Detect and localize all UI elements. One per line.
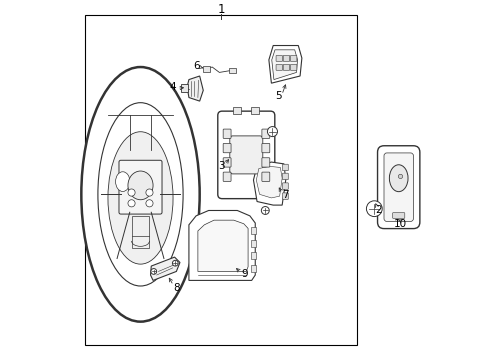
Bar bbox=[131, 216, 149, 248]
Text: 3: 3 bbox=[218, 161, 224, 171]
Circle shape bbox=[398, 174, 402, 179]
FancyBboxPatch shape bbox=[223, 129, 230, 138]
FancyBboxPatch shape bbox=[262, 143, 269, 153]
Text: 1: 1 bbox=[217, 3, 224, 16]
Text: 10: 10 bbox=[393, 219, 406, 229]
Text: 2: 2 bbox=[375, 206, 382, 216]
FancyBboxPatch shape bbox=[217, 111, 274, 199]
FancyBboxPatch shape bbox=[223, 172, 230, 181]
FancyBboxPatch shape bbox=[229, 136, 262, 174]
Text: 5: 5 bbox=[275, 91, 281, 101]
FancyBboxPatch shape bbox=[282, 164, 287, 171]
Circle shape bbox=[366, 201, 382, 217]
FancyBboxPatch shape bbox=[233, 107, 241, 114]
Polygon shape bbox=[198, 220, 247, 271]
Circle shape bbox=[261, 207, 269, 215]
Polygon shape bbox=[253, 162, 285, 205]
Polygon shape bbox=[268, 45, 301, 83]
Text: 7: 7 bbox=[282, 190, 288, 200]
Ellipse shape bbox=[115, 172, 130, 192]
Text: 6: 6 bbox=[192, 61, 199, 71]
FancyBboxPatch shape bbox=[276, 55, 282, 61]
Text: 9: 9 bbox=[241, 269, 247, 279]
Circle shape bbox=[128, 189, 135, 196]
Polygon shape bbox=[187, 76, 203, 101]
Ellipse shape bbox=[388, 165, 407, 192]
FancyBboxPatch shape bbox=[250, 265, 256, 272]
Circle shape bbox=[128, 200, 135, 207]
Text: 4: 4 bbox=[169, 82, 176, 93]
Circle shape bbox=[267, 127, 277, 136]
FancyBboxPatch shape bbox=[262, 158, 269, 167]
FancyBboxPatch shape bbox=[262, 129, 269, 138]
FancyBboxPatch shape bbox=[250, 239, 256, 247]
FancyBboxPatch shape bbox=[251, 107, 259, 114]
Polygon shape bbox=[188, 211, 255, 280]
Ellipse shape bbox=[128, 171, 153, 200]
FancyBboxPatch shape bbox=[276, 64, 282, 70]
FancyBboxPatch shape bbox=[262, 172, 269, 181]
Text: 8: 8 bbox=[173, 283, 179, 293]
FancyBboxPatch shape bbox=[223, 158, 230, 167]
FancyBboxPatch shape bbox=[181, 84, 188, 93]
Polygon shape bbox=[271, 50, 297, 80]
FancyBboxPatch shape bbox=[282, 183, 287, 189]
Ellipse shape bbox=[98, 103, 183, 286]
FancyBboxPatch shape bbox=[282, 193, 287, 199]
FancyBboxPatch shape bbox=[119, 160, 162, 214]
FancyBboxPatch shape bbox=[377, 146, 419, 229]
Circle shape bbox=[151, 269, 156, 274]
Circle shape bbox=[172, 260, 178, 266]
FancyBboxPatch shape bbox=[290, 55, 296, 61]
FancyBboxPatch shape bbox=[203, 66, 210, 72]
Ellipse shape bbox=[81, 67, 199, 321]
FancyBboxPatch shape bbox=[250, 252, 256, 259]
Circle shape bbox=[145, 200, 153, 207]
Bar bbox=[85, 15, 357, 345]
FancyBboxPatch shape bbox=[228, 68, 235, 73]
FancyBboxPatch shape bbox=[283, 64, 289, 70]
FancyBboxPatch shape bbox=[392, 213, 404, 219]
Ellipse shape bbox=[108, 132, 173, 264]
FancyBboxPatch shape bbox=[282, 173, 287, 180]
FancyBboxPatch shape bbox=[223, 143, 230, 153]
Polygon shape bbox=[150, 257, 180, 280]
FancyBboxPatch shape bbox=[283, 55, 289, 61]
FancyBboxPatch shape bbox=[383, 153, 412, 221]
Polygon shape bbox=[256, 166, 282, 198]
FancyBboxPatch shape bbox=[290, 64, 296, 70]
Circle shape bbox=[145, 189, 153, 196]
FancyBboxPatch shape bbox=[250, 227, 256, 234]
